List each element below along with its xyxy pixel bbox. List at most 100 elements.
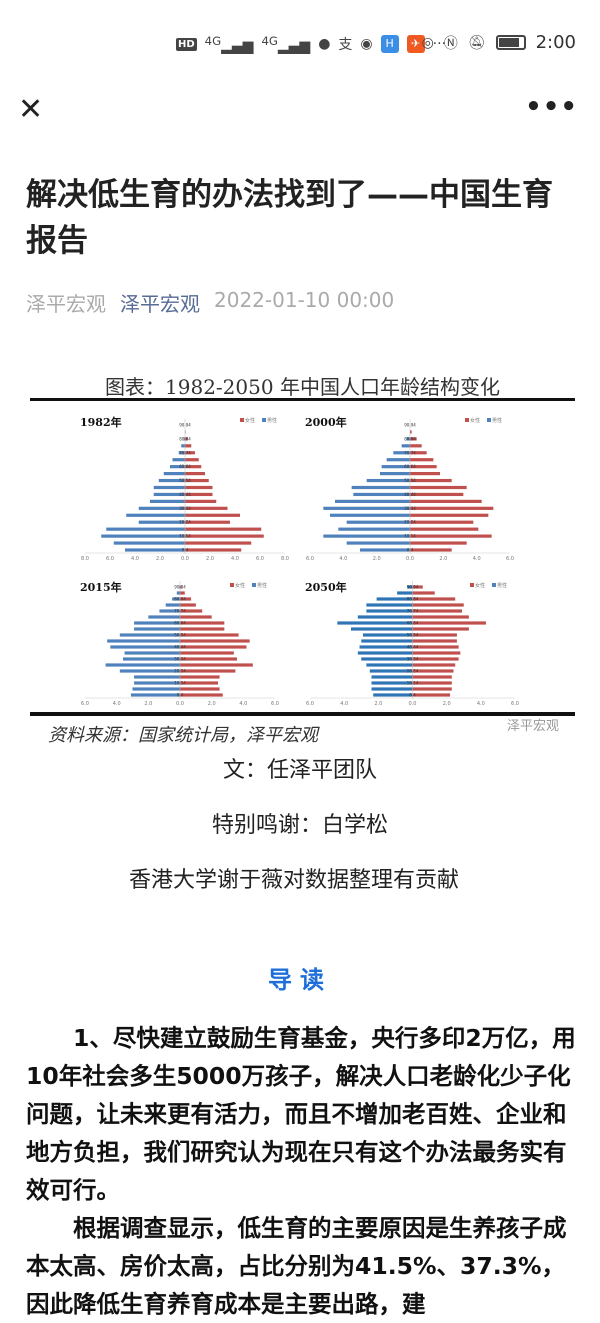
legend-label: 男性 (497, 582, 507, 589)
credit-text: 文：任泽平团队 (222, 758, 377, 783)
bar-female (185, 492, 213, 497)
panel-title: 2050年 (305, 580, 347, 594)
bar-female (412, 681, 452, 685)
bar-female (185, 499, 217, 503)
bar-male (371, 681, 413, 685)
top-rule (30, 398, 575, 401)
legend-swatch (487, 418, 491, 422)
section-heading: 导读 (268, 966, 332, 994)
x-tick: 4.0 (339, 556, 347, 562)
more-dots-icon: ··· (432, 36, 446, 53)
bar-male (183, 437, 185, 441)
bar-male (361, 657, 413, 661)
publish-date: 2022-01-10 00:00 (214, 288, 395, 312)
paragraph-1: 1、尽快建立鼓励生育基金，央行多印2万亿，用10年社会多生5000万孩子，解决人… (26, 1024, 576, 1204)
bar-female (185, 534, 264, 538)
bar-male (178, 451, 185, 455)
bar-male (105, 663, 180, 667)
x-tick: 6.0 (306, 556, 314, 562)
x-tick: 2.0 (373, 556, 381, 562)
bar-female (412, 633, 457, 637)
bar-female (410, 485, 467, 490)
bar-male (172, 597, 180, 601)
bar-male (397, 591, 413, 595)
bar-male (323, 506, 410, 510)
bar-male (134, 675, 180, 679)
bar-male (366, 603, 413, 607)
bar-female (180, 591, 185, 595)
bar-male (119, 669, 180, 673)
bar-male (150, 499, 185, 503)
bar-female (180, 657, 237, 661)
bar-female (180, 615, 212, 619)
bar-female (185, 513, 240, 517)
bar-male (381, 465, 410, 469)
bar-female (412, 693, 451, 697)
bar-female (180, 645, 247, 649)
pyramid-charts: 1982年 女性 男性0-410-1420-2430-3440-4450-5460-… (30, 398, 575, 716)
clock: 2:00 (535, 32, 576, 53)
bar-male (159, 609, 180, 613)
figure-caption: 图表：1982-2050 年中国人口年龄结构变化 (105, 375, 500, 399)
bar-female (412, 621, 486, 625)
more-icon[interactable]: ••• (525, 92, 578, 122)
bar-male (126, 513, 185, 517)
legend-label: 男性 (257, 582, 267, 589)
bar-female (412, 585, 423, 589)
bar-female (412, 651, 461, 655)
x-tick: 0.0 (176, 701, 184, 707)
bar-female (412, 687, 452, 691)
x-tick: 2.0 (144, 701, 152, 707)
x-tick: 4.0 (239, 701, 247, 707)
bar-male (130, 693, 180, 697)
bar-female (410, 541, 467, 545)
x-tick: 4.0 (477, 701, 485, 707)
bar-male (148, 615, 180, 619)
contribution-text: 香港大学谢于薇对数据整理有贡献 (128, 868, 459, 893)
bar-male (393, 451, 410, 455)
bar-female (185, 437, 188, 441)
population-pyramid-figure: 图表：1982-2050 年中国人口年龄结构变化 1982年 女性 男性 0-4 10-… (30, 365, 575, 750)
bar-female (185, 444, 192, 448)
account-link[interactable]: 泽平宏观 (120, 292, 200, 316)
close-icon[interactable]: ✕ (18, 92, 44, 127)
bar-male (362, 633, 413, 637)
bar-female (180, 675, 220, 679)
bar-female (180, 669, 236, 673)
legend-label: 女性 (235, 582, 245, 589)
bar-female (412, 603, 464, 607)
bar-male (369, 669, 413, 673)
bar-male (407, 585, 413, 589)
bar-male (351, 485, 410, 490)
bar-female (180, 609, 203, 613)
bar-female (185, 520, 230, 524)
legend-label: 女性 (475, 582, 485, 589)
x-tick: 2.0 (439, 556, 447, 562)
bar-male (138, 520, 185, 524)
bar-female (410, 499, 482, 503)
bar-male (366, 609, 413, 613)
bar-female (410, 513, 489, 517)
bar-female (180, 687, 220, 691)
legend-swatch (470, 583, 474, 587)
bar-male (134, 621, 180, 625)
battery-icon (495, 35, 526, 50)
bar-female (410, 472, 440, 476)
bar-female (412, 675, 452, 679)
bar-male (380, 472, 410, 476)
legend-swatch (492, 583, 496, 587)
bar-male (176, 591, 180, 595)
legend-swatch (240, 418, 244, 422)
x-tick: 2.0 (374, 701, 382, 707)
eye-icon: ◎ (421, 34, 434, 51)
author: 泽平宏观 (26, 292, 106, 316)
x-tick: 2.0 (443, 701, 451, 707)
status-bar: HD 4G▂▄▆ 4G▂▄▆ ● 支 ◉ H ✈ ··· ◎ Ⓝ 🔕︎ 2:00 (0, 0, 600, 70)
bar-female (410, 492, 464, 497)
bar-female (180, 681, 218, 685)
thanks-text: 特别鸣谢：白学松 (211, 813, 388, 838)
bar-male (351, 627, 413, 631)
bar-female (180, 639, 250, 643)
x-tick: 6.0 (506, 556, 514, 562)
bar-female (185, 506, 228, 510)
